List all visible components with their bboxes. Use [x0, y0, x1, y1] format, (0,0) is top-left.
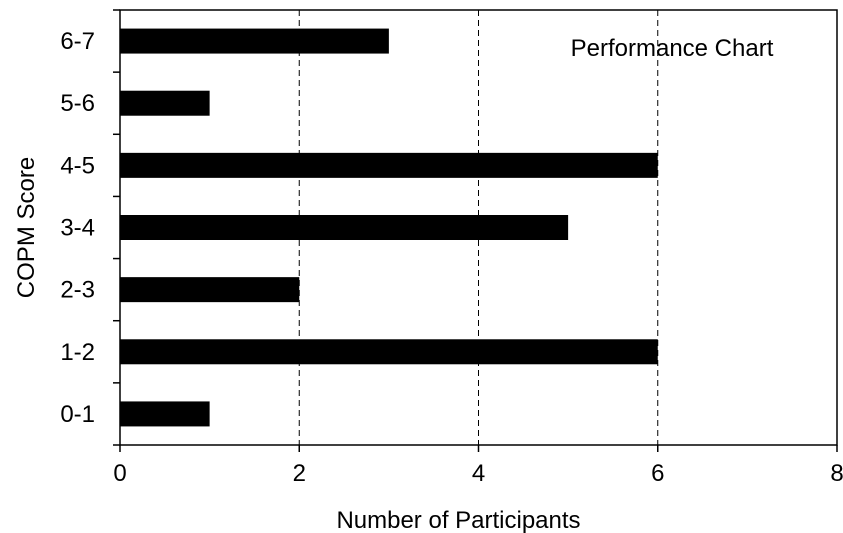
x-tick-label-6: 6 [651, 460, 664, 487]
x-tick-label-4: 4 [472, 460, 485, 487]
y-tick-label-3-4: 3-4 [60, 215, 95, 242]
bar-6-7 [120, 28, 389, 54]
x-tick-label-8: 8 [830, 460, 843, 487]
y-tick-label-4-5: 4-5 [60, 152, 95, 179]
bar-0-1 [120, 401, 210, 427]
chart-title: Performance Chart [571, 35, 774, 62]
x-axis-label: Number of Participants [336, 507, 580, 533]
grid-lines [298, 10, 659, 445]
bars [120, 28, 658, 427]
bar-1-2 [120, 339, 658, 365]
bar-5-6 [120, 90, 210, 116]
bar-4-5 [120, 152, 658, 178]
tick-labels: 0 2 4 6 8 0-1 1-2 2-3 3-4 4-5 5-6 6-7 [60, 28, 843, 487]
y-axis-label: COPM Score [13, 157, 40, 298]
y-tick-label-2-3: 2-3 [60, 277, 95, 304]
y-tick-label-5-6: 5-6 [60, 90, 95, 117]
y-tick-label-0-1: 0-1 [60, 401, 95, 428]
y-tick-label-6-7: 6-7 [60, 28, 95, 55]
bar-3-4 [120, 215, 569, 240]
x-tick-label-2: 2 [293, 460, 306, 487]
bar-2-3 [120, 277, 300, 303]
y-tick-label-1-2: 1-2 [60, 339, 95, 366]
x-tick-label-0: 0 [113, 460, 126, 487]
axis-ticks [113, 9, 838, 452]
